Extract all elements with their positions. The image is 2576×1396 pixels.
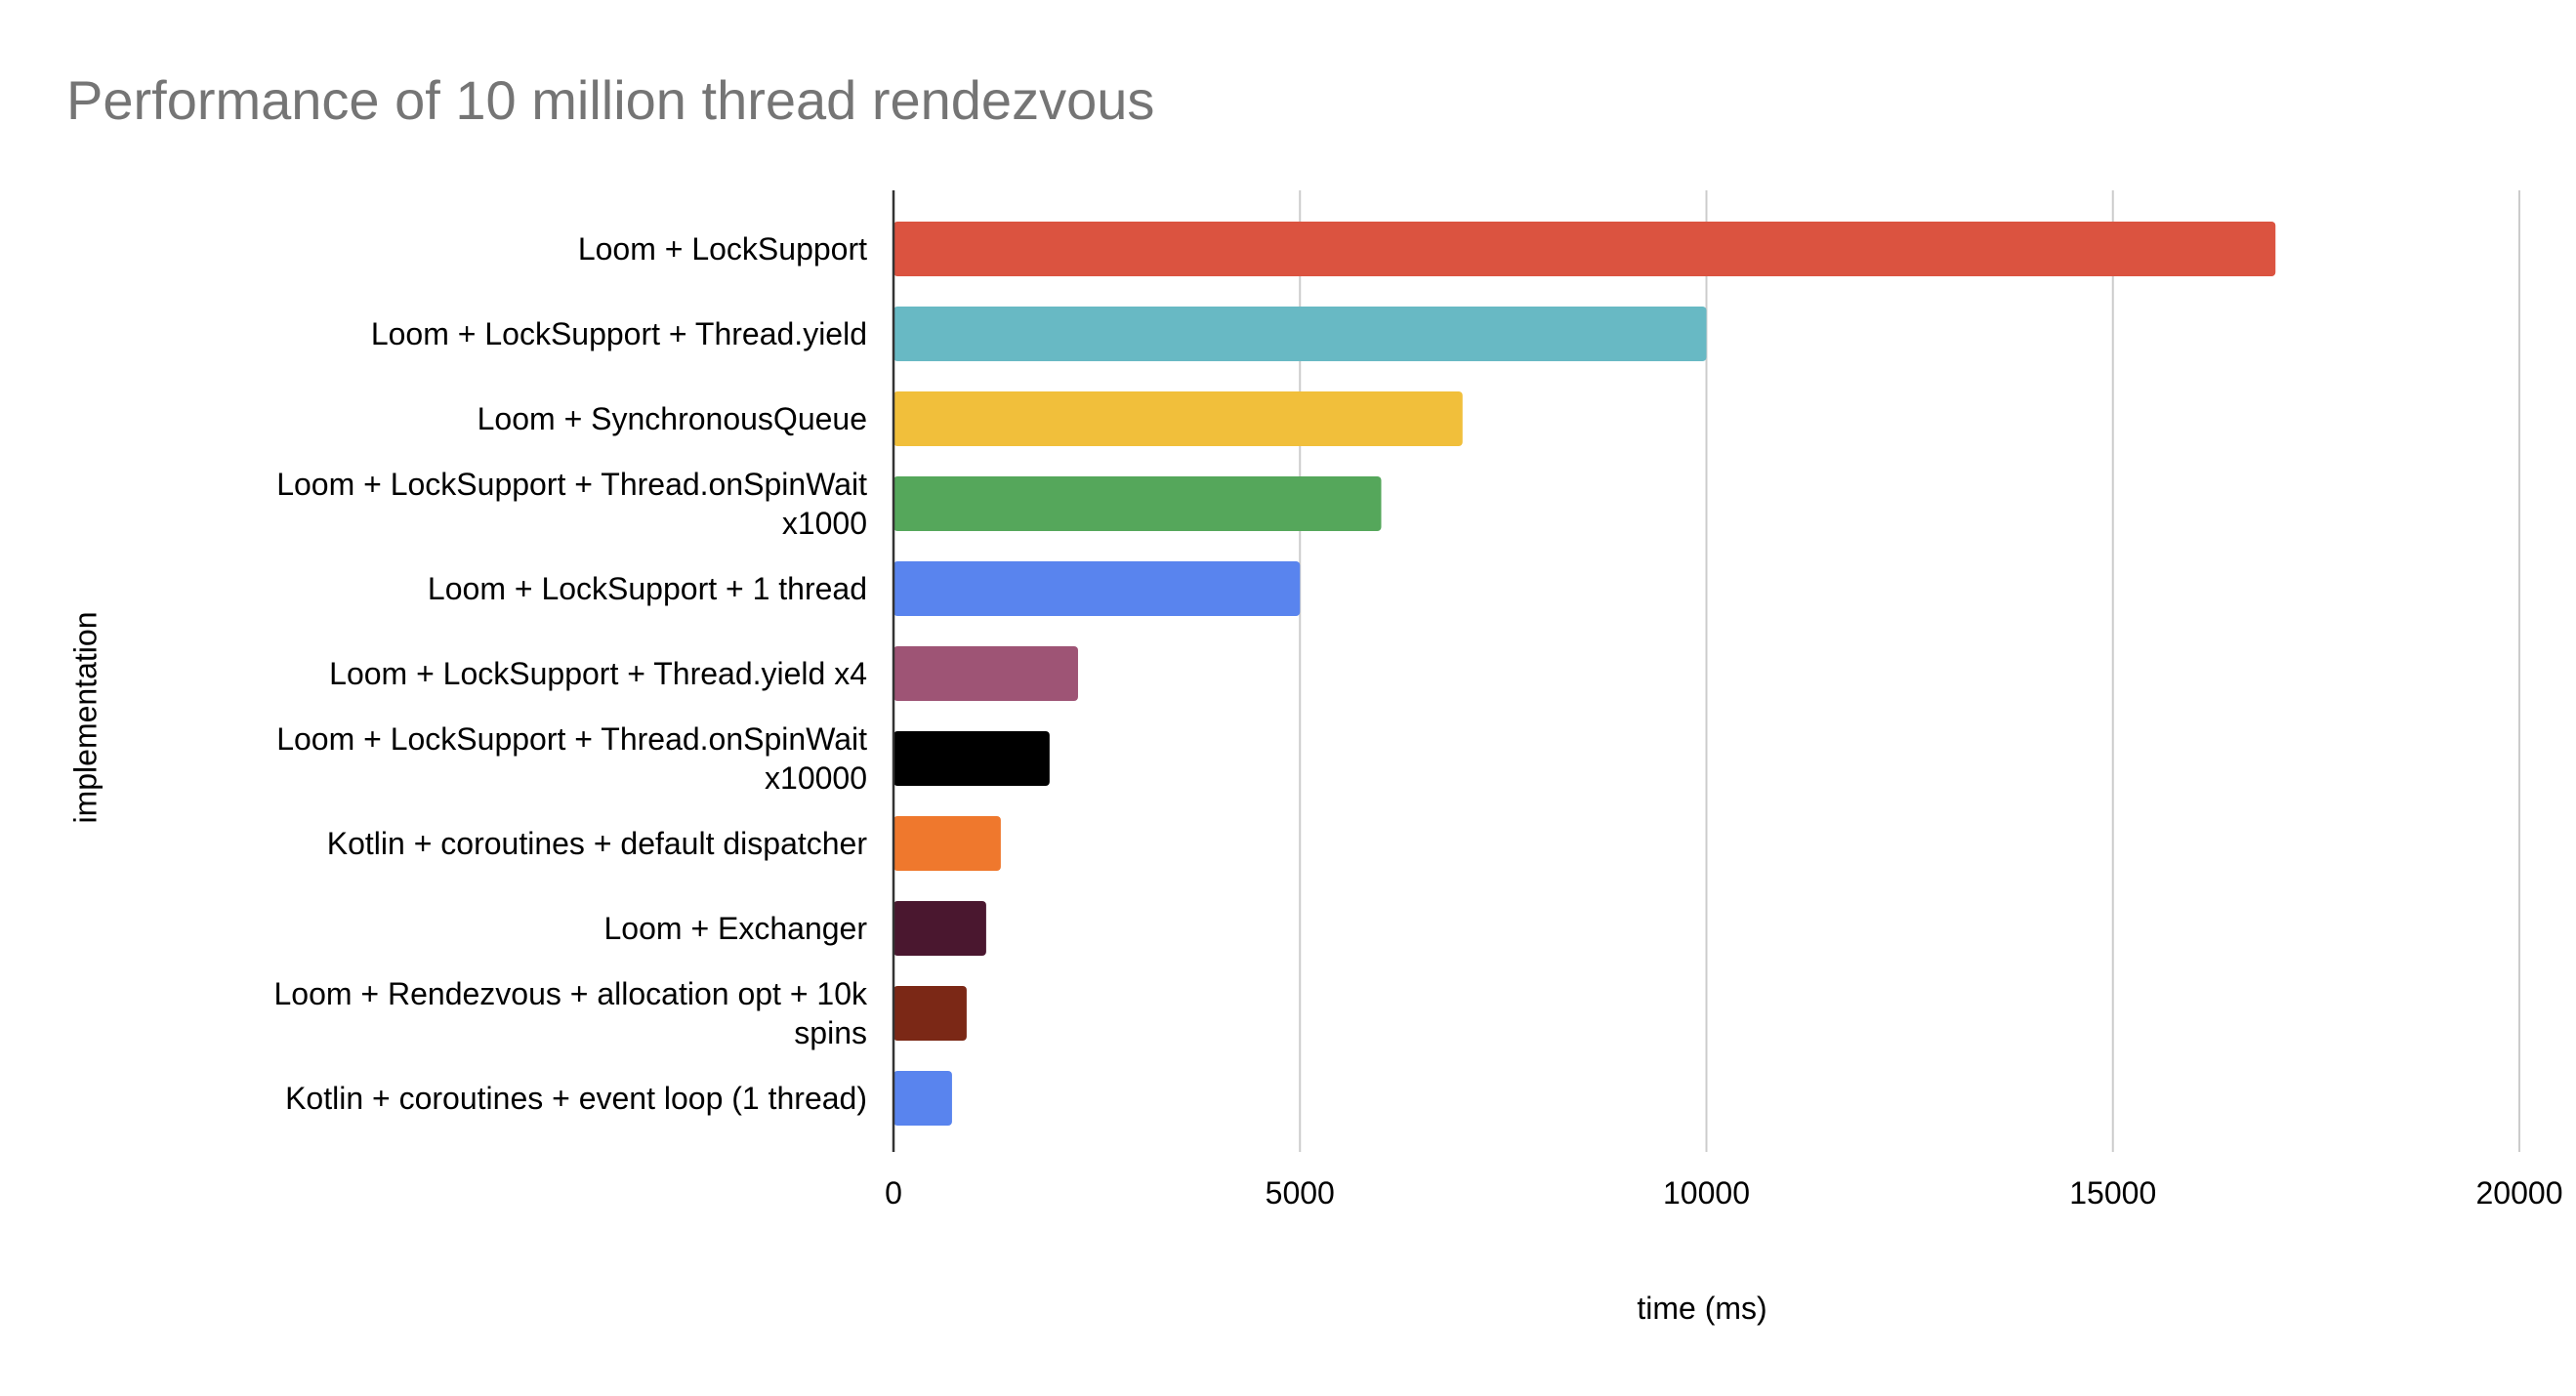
category-label: Loom + LockSupport + Thread.yield x4	[329, 656, 867, 691]
category-label: Loom + Rendezvous + allocation opt + 10k	[273, 976, 868, 1011]
bar	[893, 901, 986, 956]
bar	[893, 986, 967, 1041]
category-label: Loom + LockSupport + Thread.onSpinWait	[276, 467, 867, 502]
x-tick-label: 10000	[1663, 1175, 1750, 1211]
bar	[893, 561, 1301, 616]
x-axis-label: time (ms)	[1637, 1291, 1767, 1326]
bar	[893, 816, 1001, 871]
bar	[893, 731, 1050, 786]
category-label: Loom + LockSupport	[578, 231, 867, 267]
bar	[893, 476, 1382, 531]
chart-title: Performance of 10 million thread rendezv…	[66, 69, 1155, 131]
category-label: Loom + LockSupport + Thread.yield	[371, 316, 867, 351]
category-label: Kotlin + coroutines + event loop (1 thre…	[285, 1081, 867, 1116]
category-label: spins	[794, 1015, 867, 1050]
bar	[893, 307, 1707, 361]
category-label: Loom + LockSupport + Thread.onSpinWait	[276, 721, 867, 757]
category-label: x1000	[782, 506, 867, 541]
bar	[893, 646, 1078, 701]
bar	[893, 1071, 952, 1126]
category-label: Loom + LockSupport + 1 thread	[428, 571, 867, 606]
bar	[893, 391, 1463, 446]
x-tick-label: 0	[885, 1175, 902, 1211]
category-label: Loom + SynchronousQueue	[478, 401, 867, 436]
category-label: Loom + Exchanger	[604, 911, 868, 946]
category-label: Kotlin + coroutines + default dispatcher	[327, 826, 868, 861]
category-label: x10000	[765, 760, 867, 796]
x-tick-label: 20000	[2476, 1175, 2563, 1211]
x-tick-label: 5000	[1266, 1175, 1335, 1211]
bar	[893, 222, 2276, 276]
x-tick-label: 15000	[2069, 1175, 2156, 1211]
